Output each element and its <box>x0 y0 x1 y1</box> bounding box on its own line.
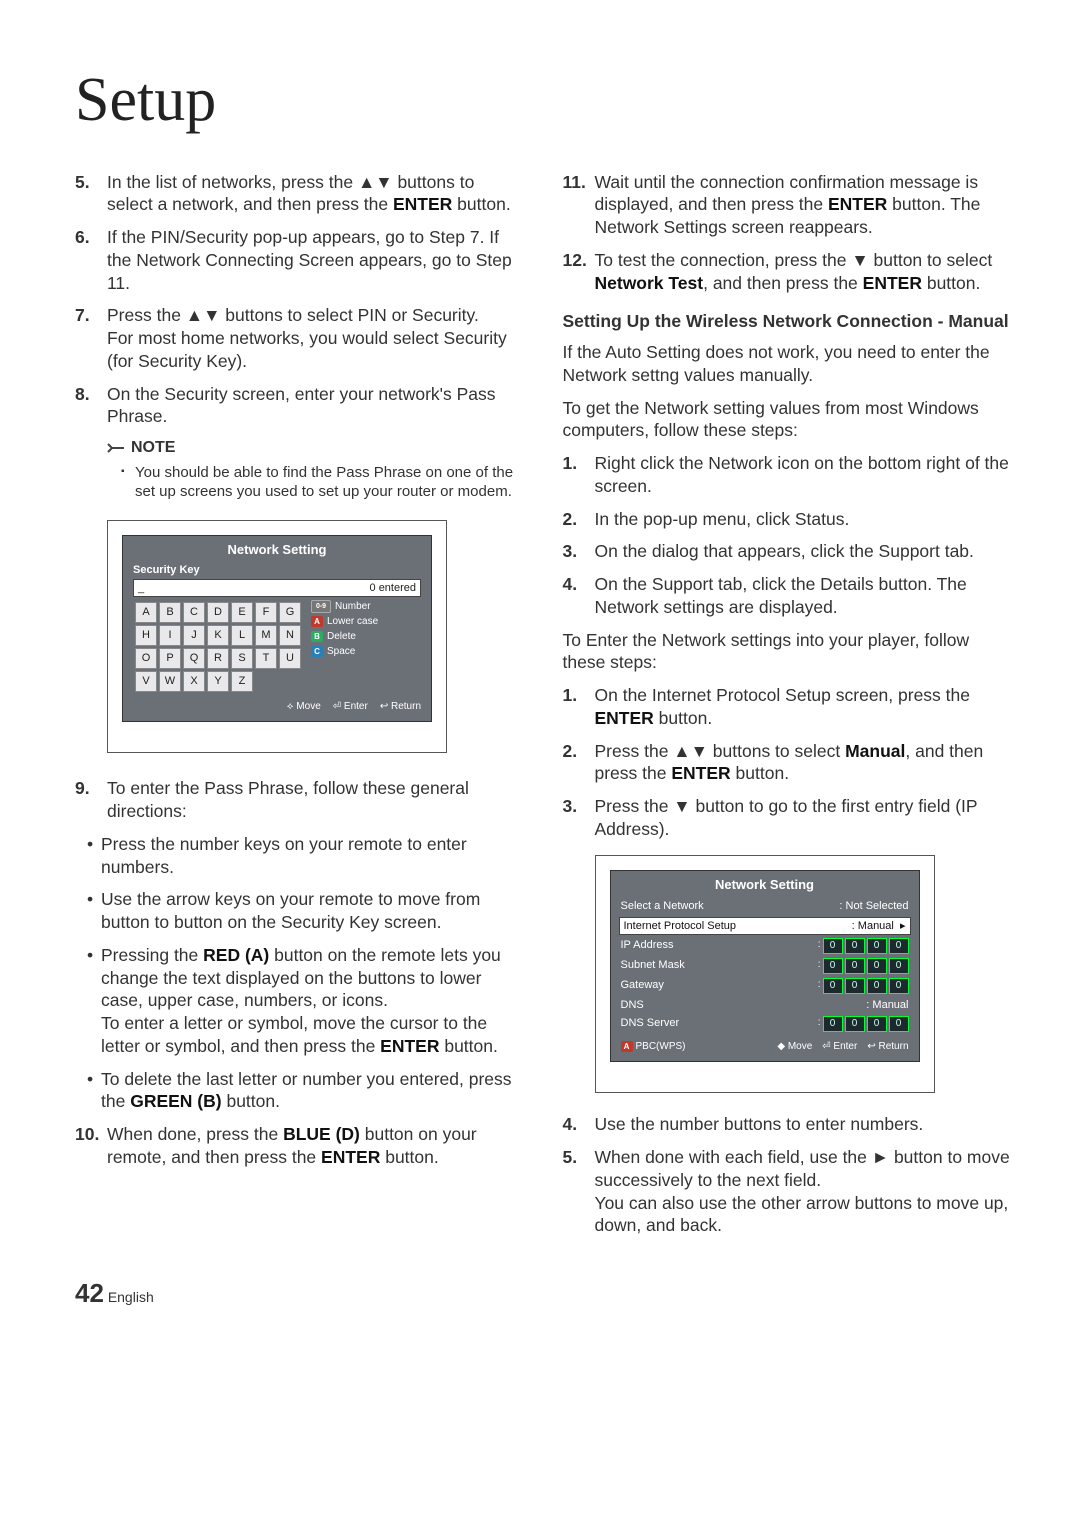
ss2-title: Network Setting <box>621 877 909 894</box>
ss1-footer: ⟡ Move⏎ Enter↩ Return <box>133 700 421 713</box>
para2: To get the Network setting values from m… <box>563 397 1011 443</box>
para1: If the Auto Setting does not work, you n… <box>563 341 1011 387</box>
list-item: 10.When done, press the BLUE (D) button … <box>75 1123 523 1169</box>
screenshot-security-key: Network Setting Security Key _ 0 entered… <box>107 520 447 753</box>
list-item: 8.On the Security screen, enter your net… <box>75 383 523 429</box>
list-item: 11.Wait until the connection confirmatio… <box>563 171 1011 239</box>
list-item: 4.Use the number buttons to enter number… <box>563 1113 1011 1136</box>
page-number: 42 <box>75 1278 104 1308</box>
list-item: 7.Press the ▲▼ buttons to select PIN or … <box>75 304 523 372</box>
list-item: 6.If the PIN/Security pop-up appears, go… <box>75 226 523 294</box>
note-text: You should be able to find the Pass Phra… <box>135 463 523 502</box>
ss2-pbc: PBC(WPS) <box>636 1041 686 1052</box>
list-item: 1.On the Internet Protocol Setup screen,… <box>563 684 1011 730</box>
ss1-cursor: _ <box>138 581 144 595</box>
footer: 42 English <box>75 1277 1010 1311</box>
bullet-item: Use the arrow keys on your remote to mov… <box>87 888 523 934</box>
bullet-item: To delete the last letter or number you … <box>87 1068 523 1114</box>
keyboard-legend: 0-9NumberALower caseBDeleteCSpace <box>311 600 378 658</box>
list-item: 2.Press the ▲▼ buttons to select Manual,… <box>563 740 1011 786</box>
list-item: 4.On the Support tab, click the Details … <box>563 573 1011 619</box>
page-title: Setup <box>75 60 1010 141</box>
para3: To Enter the Network settings into your … <box>563 629 1011 675</box>
screenshot-network-setting: Network Setting Select a Network: Not Se… <box>595 855 935 1094</box>
page-lang: English <box>108 1289 154 1305</box>
list-item: 1.Right click the Network icon on the bo… <box>563 452 1011 498</box>
keyboard-grid: ABCDEFGHIJKLMNOPQRSTUVWXYZ <box>133 600 303 694</box>
note-icon: NOTE <box>107 438 523 459</box>
list-item: 12.To test the connection, press the ▼ b… <box>563 249 1011 295</box>
list-item: 5.When done with each field, use the ► b… <box>563 1146 1011 1237</box>
list-item: 9.To enter the Pass Phrase, follow these… <box>75 777 523 823</box>
list-item: 3.Press the ▼ button to go to the first … <box>563 795 1011 841</box>
right-column: 11.Wait until the connection confirmatio… <box>563 171 1011 1248</box>
note-label: NOTE <box>131 438 175 459</box>
list-item: 5.In the list of networks, press the ▲▼ … <box>75 171 523 217</box>
bullet-item: Pressing the RED (A) button on the remot… <box>87 944 523 1058</box>
left-column: 5.In the list of networks, press the ▲▼ … <box>75 171 523 1248</box>
ss1-title: Network Setting <box>133 542 421 559</box>
bullet-item: Press the number keys on your remote to … <box>87 833 523 879</box>
subheading: Setting Up the Wireless Network Connecti… <box>563 310 1011 333</box>
list-item: 3.On the dialog that appears, click the … <box>563 540 1011 563</box>
list-item: 2.In the pop-up menu, click Status. <box>563 508 1011 531</box>
ss1-entered: 0 entered <box>370 581 416 595</box>
ss2-footer: APBC(WPS) ◆ Move⏎ Enter↩ Return <box>621 1040 909 1053</box>
ss1-sub: Security Key <box>133 563 421 577</box>
